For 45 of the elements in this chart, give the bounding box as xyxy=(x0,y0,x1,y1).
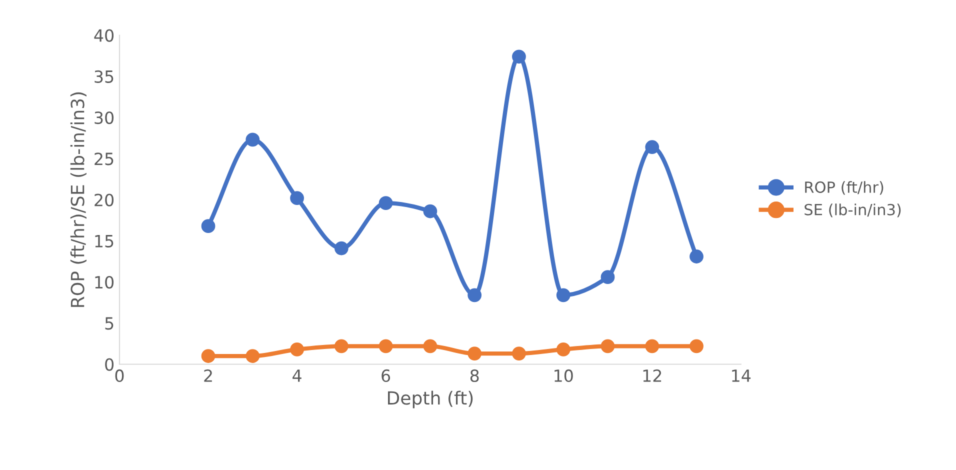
point xyxy=(600,270,615,284)
x-tick-label: 4 xyxy=(292,370,302,382)
point xyxy=(378,339,393,354)
x-tick-label: 8 xyxy=(470,369,479,382)
point xyxy=(290,342,304,356)
y-tick-label: 0 xyxy=(105,358,114,371)
point xyxy=(600,339,615,354)
y-tick-label: 40 xyxy=(94,29,114,42)
point xyxy=(201,349,216,363)
point xyxy=(334,241,348,256)
y-tick-label: 20 xyxy=(94,194,114,206)
y-tick-label: 30 xyxy=(94,111,114,124)
y-tick-label: 15 xyxy=(95,235,114,248)
point xyxy=(334,339,348,354)
x-tick-label: 14 xyxy=(732,370,751,382)
point xyxy=(246,132,260,147)
point xyxy=(512,346,526,360)
x-tick-label: 0 xyxy=(115,369,124,382)
point xyxy=(378,196,393,210)
x-axis-title: Depth (ft) xyxy=(388,390,473,408)
x-tick-label: 10 xyxy=(554,369,573,382)
legend-label: SE (lb-in/in3) xyxy=(804,204,901,218)
y-tick-label: 5 xyxy=(105,317,114,330)
point xyxy=(468,288,482,302)
point xyxy=(201,219,216,234)
point xyxy=(423,204,438,218)
x-tick-label: 12 xyxy=(643,369,662,382)
point xyxy=(556,342,570,356)
point xyxy=(645,339,660,354)
point xyxy=(645,140,660,154)
point xyxy=(690,250,704,264)
point xyxy=(423,339,438,354)
y-tick-label: 35 xyxy=(94,70,114,83)
point xyxy=(468,346,482,360)
y-tick-label: 10 xyxy=(95,276,114,289)
x-tick-label: 6 xyxy=(382,369,390,382)
legend-label: ROP (ft/hr) xyxy=(805,181,884,195)
y-tick-label: 25 xyxy=(94,152,114,166)
point xyxy=(246,349,260,363)
x-tick-label: 2 xyxy=(204,369,212,382)
y-axis-title: ROP (ft/hr)/SE (lb-in/in3) xyxy=(70,92,86,307)
point xyxy=(556,288,570,302)
point xyxy=(512,50,526,64)
point xyxy=(290,191,304,206)
point xyxy=(690,339,704,354)
